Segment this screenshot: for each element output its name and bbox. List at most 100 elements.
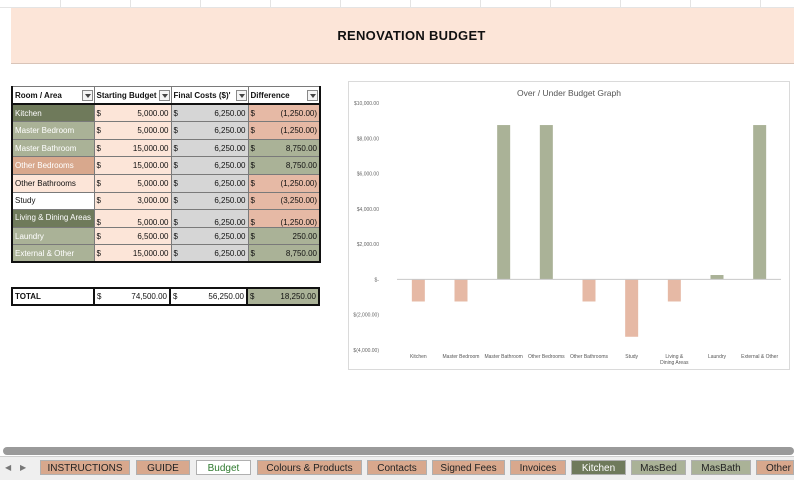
table-row: Master Bathroom $15,000.00 $6,250.00 $8,…: [11, 138, 321, 158]
cell-room[interactable]: Master Bedroom: [11, 121, 95, 140]
tab-masbath[interactable]: MasBath: [691, 460, 751, 475]
bar[interactable]: [753, 125, 767, 280]
tab-guide[interactable]: GUIDE: [136, 460, 190, 475]
cell-room[interactable]: External & Other: [11, 244, 95, 264]
cell-value: 6,500.00: [137, 231, 169, 241]
cell-starting-budget[interactable]: $15,000.00: [93, 138, 172, 158]
horizontal-scrollbar[interactable]: [3, 447, 794, 455]
tab-invoices[interactable]: Invoices: [510, 460, 566, 475]
cell-difference[interactable]: $8,750.00: [247, 244, 321, 264]
total-final-costs[interactable]: $56,250.00: [169, 287, 248, 306]
cell-final-costs[interactable]: $6,250.00: [170, 173, 249, 193]
x-tick-label: Laundry: [708, 354, 727, 360]
cell-difference[interactable]: $ (3,250.00): [247, 191, 321, 211]
cell-starting-budget[interactable]: $6,500.00: [93, 226, 172, 246]
cell-difference[interactable]: $ (1,250.00): [247, 121, 321, 140]
cell-room[interactable]: Master Bathroom: [11, 138, 95, 158]
total-difference[interactable]: $18,250.00: [246, 287, 320, 306]
y-tick-label: $4,000.00: [357, 207, 379, 213]
bar[interactable]: [539, 125, 553, 280]
cell-starting-budget[interactable]: $3,000.00: [93, 191, 172, 211]
tab-masbed[interactable]: MasBed: [631, 460, 686, 475]
cell-difference[interactable]: $8,750.00: [247, 138, 321, 158]
total-table: TOTAL $74,500.00 $56,250.00 $18,250.00: [11, 287, 320, 306]
budget-table: Room / Area Starting Budget Final Costs …: [11, 86, 321, 264]
tab-contacts[interactable]: Contacts: [367, 460, 427, 475]
bar[interactable]: [625, 279, 639, 337]
tab-next-icon[interactable]: ▶: [20, 463, 27, 472]
tab-instructions[interactable]: INSTRUCTIONS: [40, 460, 130, 475]
x-tick-line: Other Bedrooms: [528, 354, 565, 360]
filter-dropdown-icon[interactable]: [158, 90, 170, 101]
cell-final-costs[interactable]: $6,250.00: [170, 244, 249, 264]
tab-budget[interactable]: Budget: [196, 460, 251, 475]
table-header-row: Room / Area Starting Budget Final Costs …: [11, 86, 321, 106]
cell-starting-budget[interactable]: $5,000.00: [93, 121, 172, 140]
currency-symbol: $: [173, 292, 178, 301]
bars: [411, 125, 767, 337]
x-axis: Kitchen Master Bedroom Master Bathroom Othe…: [410, 354, 778, 366]
bar[interactable]: [710, 275, 724, 280]
cell-difference[interactable]: $ (1,250.00): [247, 173, 321, 193]
currency-symbol: $: [250, 108, 255, 118]
cell-room[interactable]: Living & Dining Areas: [11, 209, 95, 228]
cell-room[interactable]: Other Bathrooms: [11, 173, 95, 193]
cell-final-costs[interactable]: $6,250.00: [170, 103, 249, 123]
cell-room[interactable]: Study: [11, 191, 95, 211]
bar[interactable]: [582, 279, 596, 302]
cell-value: 3,000.00: [137, 196, 169, 206]
cell-starting-budget[interactable]: $15,000.00: [93, 244, 172, 264]
tab-prev-icon[interactable]: ◀: [5, 463, 12, 472]
budget-chart[interactable]: Over / Under Budget Graph $(4,000.00) $(2…: [348, 81, 790, 370]
filter-dropdown-icon[interactable]: [81, 90, 93, 101]
currency-symbol: $: [173, 217, 178, 227]
header-room[interactable]: Room / Area: [11, 86, 95, 106]
bar[interactable]: [411, 279, 425, 302]
table-row: Study $3,000.00 $6,250.00 $ (3,250.00): [11, 191, 321, 211]
table-row: Living & Dining Areas $5,000.00 $6,250.0…: [11, 209, 321, 228]
title-banner[interactable]: RENOVATION BUDGET: [11, 8, 794, 64]
cell-starting-budget[interactable]: $5,000.00: [93, 209, 172, 228]
header-difference[interactable]: Difference: [247, 86, 321, 106]
total-starting-budget[interactable]: $74,500.00: [93, 287, 171, 306]
cell-difference[interactable]: $8,750.00: [247, 156, 321, 175]
cell-final-costs[interactable]: $6,250.00: [170, 156, 249, 175]
cell-final-costs[interactable]: $6,250.00: [170, 209, 249, 228]
chart-svg: Over / Under Budget Graph $(4,000.00) $(2…: [353, 88, 781, 366]
currency-symbol: $: [250, 292, 255, 301]
cell-difference[interactable]: $ (1,250.00): [247, 209, 321, 228]
filter-dropdown-icon[interactable]: [235, 90, 247, 101]
bar[interactable]: [667, 279, 681, 302]
cell-room[interactable]: Other Bedrooms: [11, 156, 95, 175]
tab-kitchen[interactable]: Kitchen: [571, 460, 626, 475]
cell-starting-budget[interactable]: $15,000.00: [93, 156, 172, 175]
tab-other-bedrooms[interactable]: Other B: [756, 460, 794, 475]
header-final-costs[interactable]: Final Costs ($)': [170, 86, 249, 106]
cell-room[interactable]: Kitchen: [11, 103, 95, 123]
total-label[interactable]: TOTAL: [11, 287, 95, 306]
cell-value: 5,000.00: [137, 125, 169, 135]
cell-value: 5,000.00: [137, 108, 169, 118]
bar[interactable]: [454, 279, 468, 302]
bar[interactable]: [497, 125, 511, 280]
filter-dropdown-icon[interactable]: [307, 90, 318, 101]
tab-signed-fees[interactable]: Signed Fees: [432, 460, 505, 475]
currency-symbol: $: [173, 161, 178, 171]
currency-symbol: $: [173, 108, 178, 118]
cell-starting-budget[interactable]: $5,000.00: [93, 103, 172, 123]
currency-symbol: $: [250, 143, 255, 153]
cell-starting-budget[interactable]: $5,000.00: [93, 173, 172, 193]
cell-value: 6,250.00: [214, 196, 246, 206]
header-starting-budget[interactable]: Starting Budget: [93, 86, 172, 106]
cell-final-costs[interactable]: $6,250.00: [170, 191, 249, 211]
cell-final-costs[interactable]: $6,250.00: [170, 138, 249, 158]
y-tick-label: $-: [375, 277, 380, 283]
cell-final-costs[interactable]: $6,250.00: [170, 226, 249, 246]
cell-room[interactable]: Laundry: [11, 226, 95, 246]
cell-value: 15,000.00: [132, 248, 169, 258]
table-row: External & Other $15,000.00 $6,250.00 $8…: [11, 244, 321, 264]
tab-colours-products[interactable]: Colours & Products: [257, 460, 362, 475]
cell-difference[interactable]: $ (1,250.00): [247, 103, 321, 123]
cell-difference[interactable]: $250.00: [247, 226, 321, 246]
cell-final-costs[interactable]: $6,250.00: [170, 121, 249, 140]
